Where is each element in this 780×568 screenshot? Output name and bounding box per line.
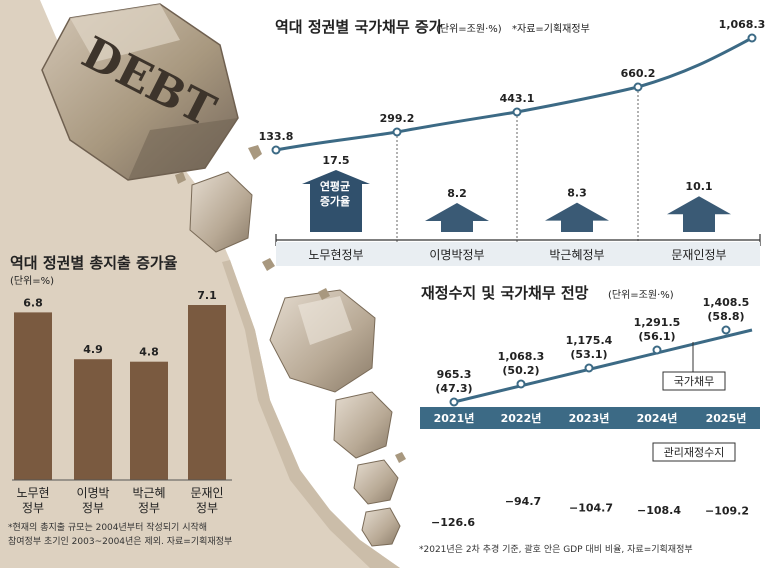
spending-category-label: 문재인: [190, 486, 223, 500]
balance-value-label: −126.6: [431, 516, 475, 529]
debt-point: [633, 82, 643, 92]
balance-value-label: −94.7: [505, 495, 541, 508]
debt-boulder: DEBT: [41, 3, 239, 181]
chart-top-title: 역대 정권별 국가채무 증가: [275, 18, 443, 36]
legend-debt-label: 국가채무: [674, 375, 714, 388]
debt-point: [392, 127, 402, 137]
growth-value-label: 17.5: [322, 154, 349, 167]
spending-category-label: 노무현: [16, 486, 49, 500]
chart-left: 역대 정권별 총지출 증가율 (단위=%) 6.84.9 4.87.1 노무현정부…: [8, 254, 232, 547]
chart-right: 재정수지 및 국가채무 전망 (단위=조원·%) −126.6 −94.7 −104…: [419, 284, 760, 555]
legend-debt-box: [662, 371, 726, 391]
projection-ratio-label: (47.3): [435, 382, 472, 395]
debt-point-label: 133.8: [259, 130, 294, 143]
projection-debt-label: 1,068.3: [498, 350, 545, 363]
projection-ratio-label: (56.1): [638, 330, 675, 343]
year-label: 2024년: [637, 411, 678, 425]
projection-point: [449, 397, 459, 407]
spending-bar: [14, 312, 52, 480]
spending-value-label: 4.8: [139, 346, 159, 359]
spending-value-label: 6.8: [23, 296, 43, 309]
chart-right-unit: (단위=조원·%): [608, 288, 674, 301]
spending-value-label: 7.1: [197, 289, 217, 302]
balance-bar: [636, 429, 682, 501]
chart-left-title: 역대 정권별 총지출 증가율: [10, 254, 178, 272]
spending-category-label: 정부: [196, 501, 218, 515]
regime-category-label: 노무현정부: [308, 248, 363, 262]
spending-bar: [188, 305, 226, 480]
year-band: [420, 407, 760, 429]
projection-point: [584, 363, 594, 373]
chart-right-title: 재정수지 및 국가채무 전망: [421, 284, 589, 302]
spending-category-label: 정부: [138, 501, 160, 515]
projection-point: [652, 345, 662, 355]
category-band: [276, 242, 760, 266]
regime-category-label: 박근혜정부: [549, 248, 604, 262]
left-note-1: *현재의 총지출 규모는 2004년부터 작성되기 시작해: [8, 522, 207, 533]
year-label: 2023년: [569, 411, 610, 425]
projection-debt-label: 1,408.5: [703, 296, 750, 309]
projection-ratio-label: (50.2): [502, 364, 539, 377]
projection-point: [721, 325, 731, 335]
spending-bar: [130, 361, 168, 480]
balance-value-label: −104.7: [569, 502, 613, 515]
balance-bar: [500, 429, 546, 492]
year-label: 2022년: [501, 411, 542, 425]
projection-line: [453, 328, 753, 404]
growth-value-label: 8.3: [567, 187, 587, 200]
debt-point: [512, 107, 522, 117]
growth-arrow: [425, 202, 489, 232]
debt-point: [747, 33, 757, 43]
chart-top-unit: (단위=조원·%): [436, 22, 502, 35]
debt-point-label: 660.2: [621, 67, 656, 80]
projection-ratio-label: (53.1): [570, 348, 607, 361]
balance-bar: [430, 429, 476, 512]
falling-rocks: [175, 145, 406, 547]
chart-top-source: *자료=기획재정부: [512, 23, 590, 35]
debt-point-label: 443.1: [500, 92, 535, 105]
chart-top: 역대 정권별 국가채무 증가 (단위=조원·%) *자료=기획재정부 133.8…: [259, 18, 766, 266]
growth-label-line-1: 연평균: [320, 179, 350, 193]
balance-value-label: −108.4: [637, 504, 681, 517]
chart-left-unit: (단위=%): [10, 274, 54, 287]
right-note: *2021년은 2차 추경 기준, 괄호 안은 GDP 대비 비율, 자료=기획…: [419, 543, 693, 555]
year-label: 2025년: [706, 411, 747, 425]
spending-category-label: 정부: [82, 501, 104, 515]
regime-category-label: 문재인정부: [671, 248, 726, 262]
projection-point: [516, 379, 526, 389]
growth-arrow: [302, 170, 370, 232]
slope-shadow: [222, 260, 400, 568]
balance-value-label: −109.2: [705, 505, 749, 518]
balance-bar: [704, 429, 750, 501]
balance-bar: [568, 429, 614, 498]
debt-point-label: 1,068.3: [719, 18, 766, 31]
spending-bar: [74, 359, 112, 480]
growth-arrow: [545, 202, 609, 232]
left-note-2: 참여정부 초기인 2003~2004년은 제외. 자료=기획재정부: [8, 535, 232, 547]
spending-category-label: 이명박: [76, 486, 109, 500]
spending-category-label: 정부: [22, 501, 44, 515]
growth-value-label: 10.1: [685, 180, 712, 193]
year-label: 2021년: [434, 411, 475, 425]
growth-label-line-2: 증가율: [320, 194, 350, 208]
regime-category-label: 이명박정부: [429, 248, 484, 262]
debt-point: [271, 145, 281, 155]
spending-category-label: 박근혜: [132, 486, 165, 500]
legend-balance-box: [652, 442, 736, 462]
legend-balance-label: 관리재정수지: [664, 446, 725, 459]
projection-debt-label: 965.3: [437, 368, 472, 381]
projection-debt-label: 1,291.5: [634, 316, 681, 329]
growth-arrow: [667, 196, 731, 232]
growth-value-label: 8.2: [447, 187, 467, 200]
debt-point-label: 299.2: [380, 112, 415, 125]
projection-debt-label: 1,175.4: [566, 334, 613, 347]
projection-ratio-label: (58.8): [707, 310, 744, 323]
spending-value-label: 4.9: [83, 343, 103, 356]
